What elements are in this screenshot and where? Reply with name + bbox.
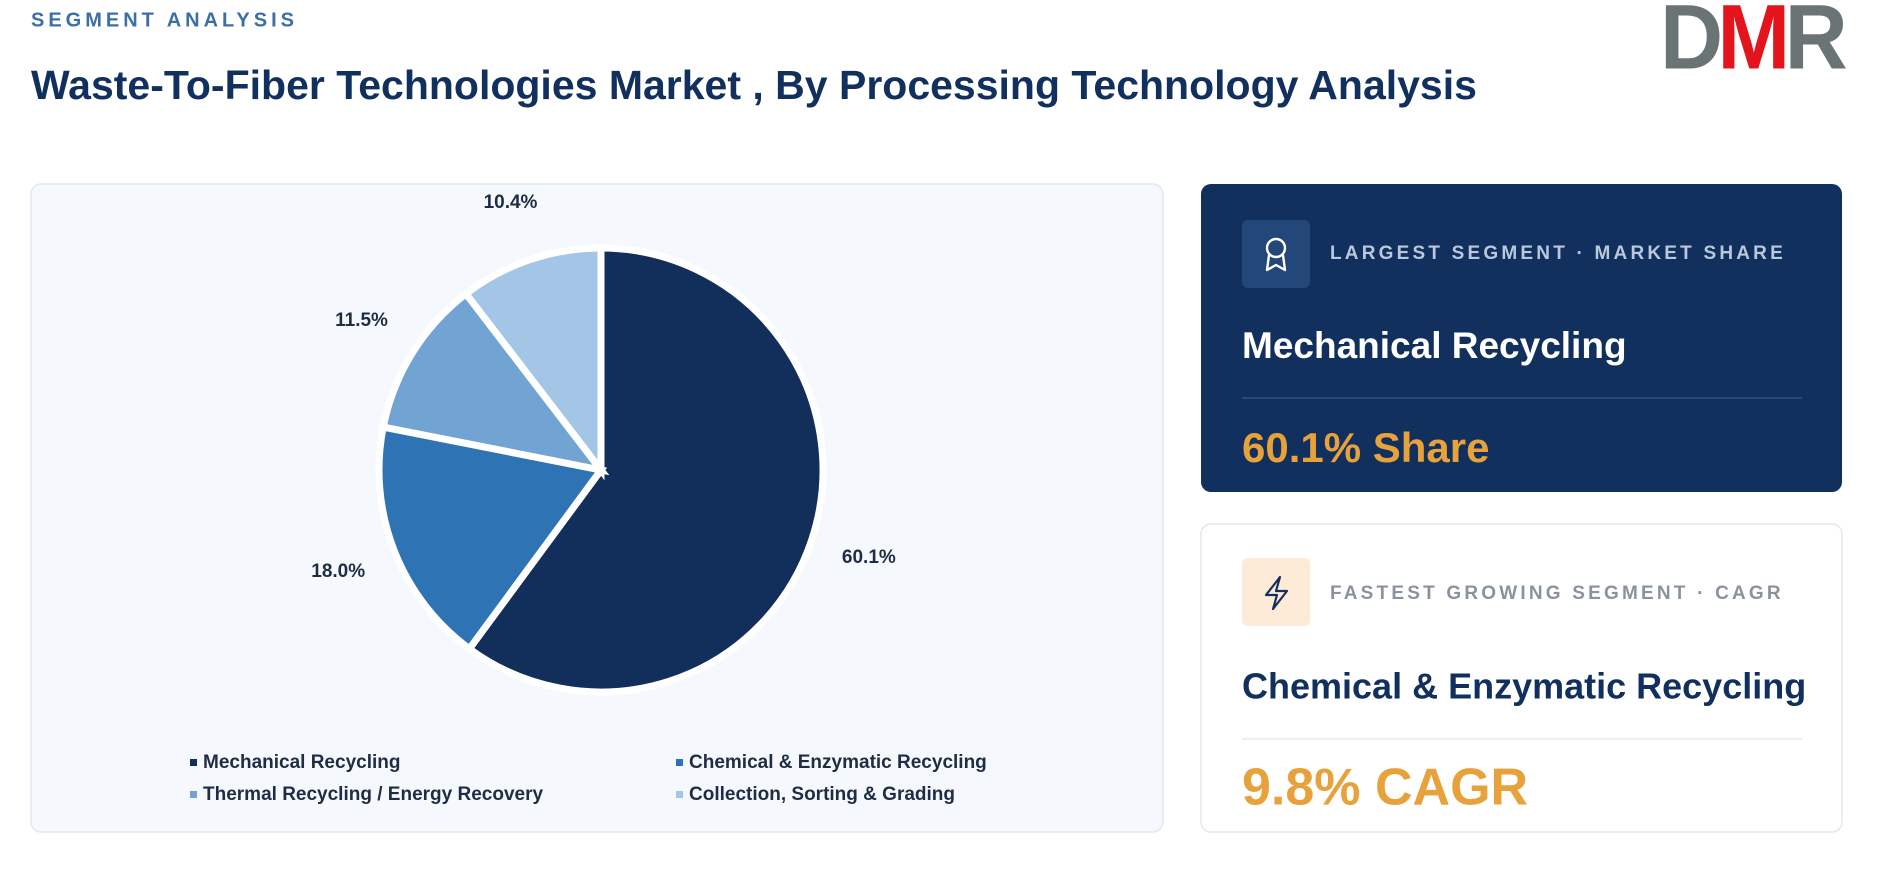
slice-label: 11.5% <box>335 310 388 331</box>
legend-label: Collection, Sorting & Grading <box>689 784 955 805</box>
pie-slice <box>379 288 610 476</box>
page-title: Waste-To-Fiber Technologies Market , By … <box>31 62 1477 108</box>
legend-label: Mechanical Recycling <box>203 752 400 773</box>
legend-swatch <box>190 759 197 766</box>
eyebrow: SEGMENT ANALYSIS <box>31 9 298 31</box>
logo: DMR <box>1660 0 1846 88</box>
pie-slice <box>464 244 827 696</box>
pie-slice <box>461 244 605 481</box>
legend-label: Chemical & Enzymatic Recycling <box>689 752 987 773</box>
legend-swatch <box>190 791 197 798</box>
legend-label: Thermal Recycling / Energy Recovery <box>203 784 543 805</box>
bolt-icon <box>1264 575 1289 611</box>
card-name: Chemical & Enzymatic Recycling <box>1242 666 1806 707</box>
card-value: 60.1% Share <box>1242 424 1490 471</box>
card-largest <box>1201 184 1842 492</box>
card-fastest <box>1200 523 1843 833</box>
slice-label: 60.1% <box>842 547 896 568</box>
card-name: Mechanical Recycling <box>1242 325 1627 366</box>
award-icon <box>1265 237 1287 272</box>
card-label: FASTEST GROWING SEGMENT · CAGR <box>1330 583 1784 604</box>
card-label: LARGEST SEGMENT · MARKET SHARE <box>1330 243 1786 264</box>
icon-box <box>1242 220 1310 288</box>
slice-label: 10.4% <box>484 192 538 213</box>
legend-swatch <box>676 759 683 766</box>
slice-label: 18.0% <box>311 561 365 582</box>
legend-swatch <box>676 791 683 798</box>
pie: 60.1% 18.0% 11.5% 10.4% <box>311 192 896 696</box>
pie-slice <box>375 422 608 654</box>
card-value: 9.8% CAGR <box>1242 759 1528 817</box>
